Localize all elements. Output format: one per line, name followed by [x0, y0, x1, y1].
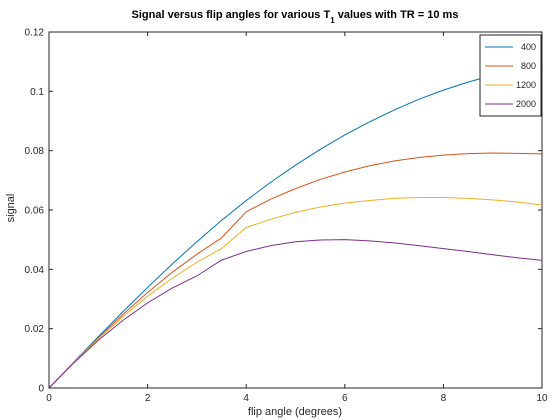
series-line-2000: [48, 239, 543, 389]
x-tick-label: 8: [441, 393, 447, 404]
y-tick-label: 0.08: [25, 146, 45, 157]
x-axis-label: flip angle (degrees): [248, 406, 342, 418]
x-tick-label: 4: [243, 393, 249, 404]
legend-label-2000: 2000: [516, 99, 536, 109]
legend-label-400: 400: [521, 42, 536, 52]
chart-title: Signal versus flip angles for various T1…: [132, 9, 459, 25]
title-prefix: Signal versus flip angles for various T: [132, 9, 331, 21]
y-tick-label: 0.06: [25, 206, 45, 217]
y-tick-label: 0: [38, 384, 44, 395]
series-line-400: [48, 65, 543, 389]
y-axis-label: signal: [5, 194, 17, 223]
legend: 400 800 1200 2000: [479, 34, 542, 117]
x-tick-label: 6: [342, 393, 348, 404]
x-tick-label: 0: [46, 393, 52, 404]
x-tick-label: 10: [536, 393, 548, 404]
y-axis-ticks: 0 0.02 0.04 0.06 0.08 0.1 0.12: [25, 28, 542, 395]
x-tick-label: 2: [145, 393, 151, 404]
title-subscript: 1: [330, 16, 335, 25]
legend-label-800: 800: [521, 61, 536, 71]
x-axis-ticks: 0 2 4 6 8 10: [46, 32, 548, 404]
plot-area: 0 2 4 6 8 10 0 0.02 0.04 0.06 0.08 0.1 0.12: [25, 28, 548, 405]
y-tick-label: 0.04: [25, 265, 45, 276]
y-tick-label: 0.12: [25, 28, 45, 39]
series-line-1200: [48, 197, 543, 389]
title-suffix: values with TR = 10 ms: [335, 9, 459, 21]
y-tick-label: 0.1: [30, 87, 44, 98]
series-line-800: [48, 152, 543, 389]
series-group: [48, 65, 543, 389]
y-tick-label: 0.02: [25, 324, 45, 335]
legend-label-1200: 1200: [516, 80, 536, 90]
legend-box: [479, 34, 542, 117]
